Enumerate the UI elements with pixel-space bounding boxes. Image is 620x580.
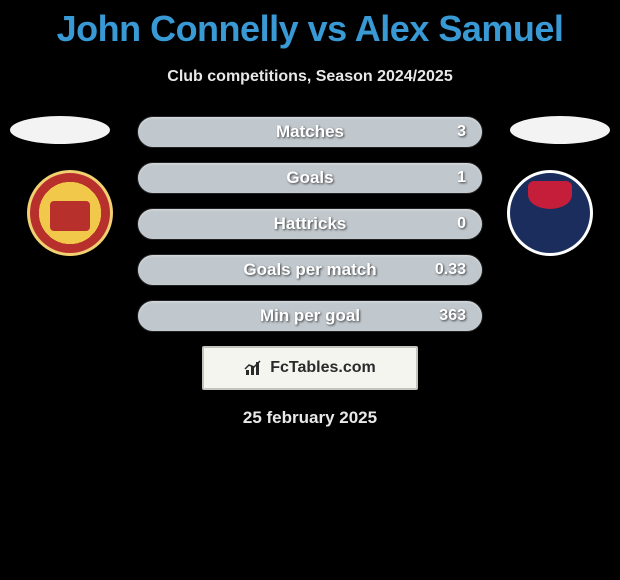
- stat-label: Goals: [138, 168, 482, 188]
- stat-value-right: 0.33: [435, 261, 466, 279]
- brand-badge: FcTables.com: [202, 346, 418, 390]
- stat-row-goals-per-match: Goals per match 0.33: [137, 254, 483, 286]
- left-club-logo: [27, 170, 113, 256]
- brand-text: FcTables.com: [270, 359, 376, 377]
- page-title: John Connelly vs Alex Samuel: [0, 0, 620, 50]
- stat-label: Hattricks: [138, 214, 482, 234]
- right-player-ellipse: [510, 116, 610, 144]
- stat-row-goals: Goals 1: [137, 162, 483, 194]
- stat-row-matches: Matches 3: [137, 116, 483, 148]
- stat-row-hattricks: Hattricks 0: [137, 208, 483, 240]
- stat-value-right: 363: [439, 307, 466, 325]
- stat-value-right: 3: [457, 123, 466, 141]
- stat-label: Min per goal: [138, 306, 482, 326]
- chart-icon: [244, 360, 264, 376]
- stat-row-min-per-goal: Min per goal 363: [137, 300, 483, 332]
- subtitle: Club competitions, Season 2024/2025: [0, 68, 620, 86]
- stat-rows-container: Matches 3 Goals 1 Hattricks 0 Goals per …: [137, 116, 483, 332]
- stat-value-right: 1: [457, 169, 466, 187]
- stat-value-right: 0: [457, 215, 466, 233]
- left-player-ellipse: [10, 116, 110, 144]
- right-club-logo: [507, 170, 593, 256]
- comparison-area: Matches 3 Goals 1 Hattricks 0 Goals per …: [0, 116, 620, 428]
- stat-label: Matches: [138, 122, 482, 142]
- footer-date: 25 february 2025: [0, 408, 620, 428]
- stat-label: Goals per match: [138, 260, 482, 280]
